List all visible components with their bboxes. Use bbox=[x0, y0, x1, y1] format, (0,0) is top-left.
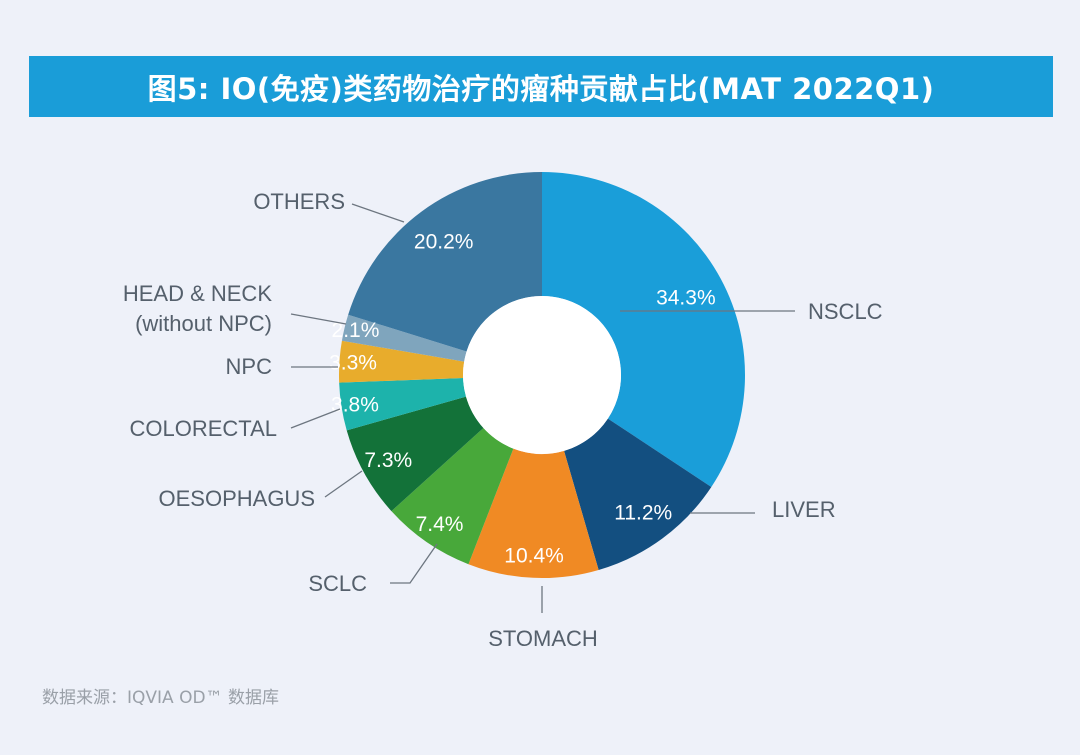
pct-label-oesophagus: 7.3% bbox=[364, 449, 412, 472]
slice-oesophagus bbox=[346, 396, 484, 512]
donut-labels: 34.3% NSCLC 11.2% LIVER 10.4% STOMACH 7.4% SCLC… bbox=[123, 189, 883, 651]
data-source-note: 数据来源：IQVIA OD™ 数据库 bbox=[42, 688, 279, 708]
pct-label-npc: 3.3% bbox=[329, 352, 377, 375]
slice-others bbox=[348, 172, 542, 352]
slice-colorectal bbox=[339, 377, 466, 431]
donut-hole bbox=[463, 296, 621, 454]
slice-sclc bbox=[391, 427, 514, 565]
category-label-head-neck-without-npc: HEAD & NECK (without NPC) bbox=[123, 281, 272, 336]
leader-line-head-neck-without-npc bbox=[290, 313, 347, 325]
leader-line-others bbox=[351, 203, 405, 223]
category-label-others: OTHERS bbox=[253, 189, 345, 214]
pct-label-head-neck-without-npc: 2.1% bbox=[332, 319, 380, 342]
category-label-oesophagus: OESOPHAGUS bbox=[159, 486, 315, 511]
pct-label-sclc: 7.4% bbox=[416, 513, 464, 536]
pct-label-others: 20.2% bbox=[414, 230, 474, 253]
category-label-colorectal: COLORECTAL bbox=[129, 416, 277, 441]
pct-label-stomach: 10.4% bbox=[504, 545, 564, 568]
chart-title: 图5: IO(免疫)类药物治疗的瘤种贡献占比(MAT 2022Q1) bbox=[147, 71, 935, 106]
pct-label-colorectal: 3.8% bbox=[331, 394, 379, 417]
chart-title-bar: 图5: IO(免疫)类药物治疗的瘤种贡献占比(MAT 2022Q1) bbox=[29, 56, 1053, 117]
category-label-sclc: SCLC bbox=[308, 571, 367, 596]
leader-line-sclc bbox=[390, 543, 438, 584]
pct-label-nsclc: 34.3% bbox=[656, 287, 716, 310]
category-label-npc: NPC bbox=[226, 354, 273, 379]
leader-line-colorectal bbox=[290, 408, 341, 429]
category-label-liver: LIVER bbox=[772, 497, 836, 522]
slice-npc bbox=[339, 340, 465, 383]
slice-liver bbox=[564, 418, 712, 570]
leader-line-oesophagus bbox=[324, 470, 363, 498]
slice-head-neck-without-npc bbox=[341, 314, 467, 362]
slice-stomach bbox=[468, 448, 599, 578]
slice-nsclc bbox=[542, 172, 745, 487]
donut-slices bbox=[339, 172, 745, 578]
category-label-stomach: STOMACH bbox=[488, 626, 598, 651]
category-label-nsclc: NSCLC bbox=[808, 299, 883, 324]
pct-label-liver: 11.2% bbox=[614, 502, 672, 525]
